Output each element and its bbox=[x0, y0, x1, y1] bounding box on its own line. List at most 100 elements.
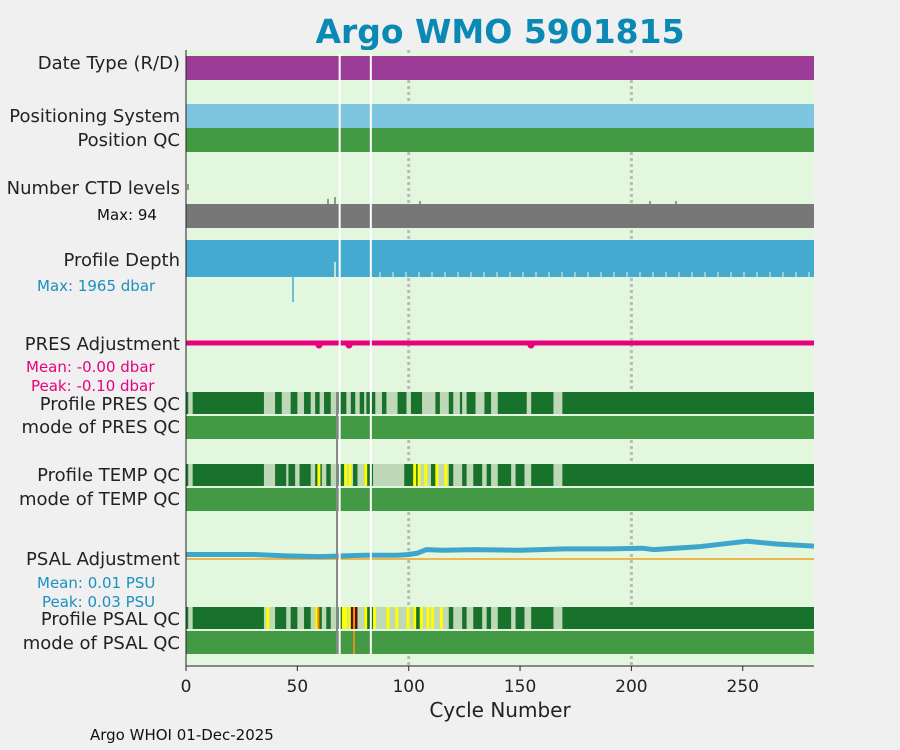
temp-qc-light-segment bbox=[373, 464, 405, 486]
pres-qc-light-segment bbox=[453, 392, 460, 414]
pres-qc-light-segment bbox=[553, 392, 563, 414]
x-axis-label: Cycle Number bbox=[429, 698, 571, 722]
psal-qc-light-segment bbox=[263, 607, 276, 629]
pres-qc-light-segment bbox=[297, 392, 305, 414]
psal-qc-light-segment bbox=[482, 607, 487, 629]
psal-qc-yellow-mark bbox=[395, 607, 399, 629]
label-profile-pres-qc: Profile PRES QC bbox=[39, 394, 180, 415]
label-profile-depth: Profile Depth bbox=[63, 250, 180, 271]
label-psal-adjustment: PSAL Adjustment bbox=[25, 549, 180, 570]
ctd-levels-bar bbox=[186, 204, 814, 228]
psal-qc-light-segment bbox=[297, 607, 305, 629]
label-positioning-system: Positioning System bbox=[9, 106, 180, 127]
psal-qc-light-segment bbox=[466, 607, 474, 629]
psal-qc-light-segment bbox=[286, 607, 291, 629]
x-tick-label: 150 bbox=[504, 677, 536, 697]
psal-qc-light-segment bbox=[453, 607, 463, 629]
psal-qc-yellow-mark bbox=[426, 607, 430, 629]
psal-qc-light-segment bbox=[188, 607, 193, 629]
temp-qc-light-segment bbox=[330, 464, 338, 486]
psal-qc-light-segment bbox=[330, 607, 338, 629]
pres-qc-light-segment bbox=[310, 392, 316, 414]
psal-qc-base bbox=[186, 607, 814, 629]
temp-qc-light-segment bbox=[295, 464, 300, 486]
pres-qc-light-segment bbox=[188, 392, 193, 414]
label-profile-temp-qc: Profile TEMP QC bbox=[37, 465, 180, 486]
temp-qc-yellow-mark bbox=[344, 464, 348, 486]
pres-qc-mode-bar bbox=[186, 416, 814, 439]
ctd-levels-max: Max: 94 bbox=[97, 206, 157, 224]
psal-qc-yellow-mark bbox=[348, 607, 352, 629]
pres-adjustment-mean: Mean: -0.00 dbar bbox=[26, 358, 155, 376]
temp-qc-yellow-mark bbox=[435, 464, 439, 486]
pres-qc-base bbox=[186, 392, 814, 414]
psal-qc-light-segment bbox=[321, 607, 327, 629]
temp-qc-light-segment bbox=[524, 464, 532, 486]
psal-qc-light-segment bbox=[373, 607, 414, 629]
psal-qc-yellow-mark bbox=[315, 607, 319, 629]
psal-qc-light-segment bbox=[524, 607, 532, 629]
pres-qc-light-segment bbox=[319, 392, 325, 414]
temp-qc-light-segment bbox=[482, 464, 487, 486]
label-profile-psal-qc: Profile PSAL QC bbox=[40, 609, 180, 630]
pres-qc-light-segment bbox=[422, 392, 431, 414]
x-tick-label: 200 bbox=[615, 677, 647, 697]
psal-qc-light-segment bbox=[419, 607, 449, 629]
psal-qc-yellow-mark bbox=[419, 607, 423, 629]
date-type-bar bbox=[186, 56, 814, 80]
profile-depth-bar bbox=[186, 240, 814, 277]
temp-qc-yellow-mark bbox=[364, 464, 368, 486]
pres-qc-light-segment bbox=[526, 392, 532, 414]
pres-adjustment-point bbox=[345, 341, 353, 349]
profile-depth-max: Max: 1965 dbar bbox=[37, 277, 156, 295]
temp-qc-light-segment bbox=[511, 464, 516, 486]
label-mode-temp-qc: mode of TEMP QC bbox=[18, 489, 180, 510]
temp-qc-light-segment bbox=[188, 464, 193, 486]
psal-qc-orange-mark bbox=[353, 607, 356, 629]
psal-qc-yellow-mark bbox=[439, 607, 443, 629]
psal-adjustment-line bbox=[186, 538, 815, 560]
temp-qc-base bbox=[186, 464, 814, 486]
label-date-type: Date Type (R/D) bbox=[37, 53, 180, 74]
temp-qc-light-segment bbox=[357, 464, 365, 486]
temp-qc-light-segment bbox=[286, 464, 289, 486]
psal-qc-yellow-mark bbox=[266, 607, 270, 629]
pres-qc-light-segment bbox=[281, 392, 291, 414]
x-tick-label: 50 bbox=[287, 677, 309, 697]
label-mode-psal-qc: mode of PSAL QC bbox=[22, 633, 180, 654]
psal-adjustment-peak: Peak: 0.03 PSU bbox=[42, 593, 156, 611]
psal-qc-light-segment bbox=[357, 607, 365, 629]
pres-qc-light-segment bbox=[346, 392, 351, 414]
pres-qc-light-segment bbox=[462, 392, 467, 414]
temp-qc-yellow-mark bbox=[348, 464, 352, 486]
temp-qc-light-segment bbox=[310, 464, 316, 486]
label-number-ctd-levels: Number CTD levels bbox=[6, 178, 180, 199]
label-pres-adjustment: PRES Adjustment bbox=[24, 334, 180, 355]
label-mode-pres-qc: mode of PRES QC bbox=[21, 417, 180, 438]
x-tick-label: 100 bbox=[392, 677, 424, 697]
x-tick-label: 0 bbox=[181, 677, 192, 697]
temp-qc-yellow-mark bbox=[413, 464, 417, 486]
pres-qc-light-segment bbox=[364, 392, 367, 414]
psal-qc-yellow-mark bbox=[344, 607, 348, 629]
pres-adjustment-point bbox=[315, 341, 323, 349]
psal-qc-yellow-mark bbox=[430, 607, 434, 629]
pres-qc-light-segment bbox=[475, 392, 485, 414]
psal-qc-light-segment bbox=[511, 607, 516, 629]
positioning-system-bar bbox=[186, 104, 814, 128]
pres-qc-light-segment bbox=[263, 392, 276, 414]
pres-qc-light-segment bbox=[430, 392, 436, 414]
psal-adjustment-mean: Mean: 0.01 PSU bbox=[37, 574, 156, 592]
temp-qc-light-segment bbox=[491, 464, 498, 486]
pres-qc-light-segment bbox=[386, 392, 398, 414]
position-qc-bar bbox=[186, 128, 814, 152]
temp-qc-yellow-mark bbox=[444, 464, 448, 486]
temp-qc-light-segment bbox=[321, 464, 327, 486]
psal-qc-yellow-mark bbox=[386, 607, 390, 629]
psal-qc-orange-mark bbox=[317, 607, 320, 629]
chart-title: Argo WMO 5901815 bbox=[315, 12, 685, 51]
psal-qc-yellow-mark bbox=[413, 607, 417, 629]
temp-qc-light-segment bbox=[466, 464, 474, 486]
x-tick-label: 250 bbox=[727, 677, 759, 697]
psal-qc-yellow-mark bbox=[364, 607, 368, 629]
